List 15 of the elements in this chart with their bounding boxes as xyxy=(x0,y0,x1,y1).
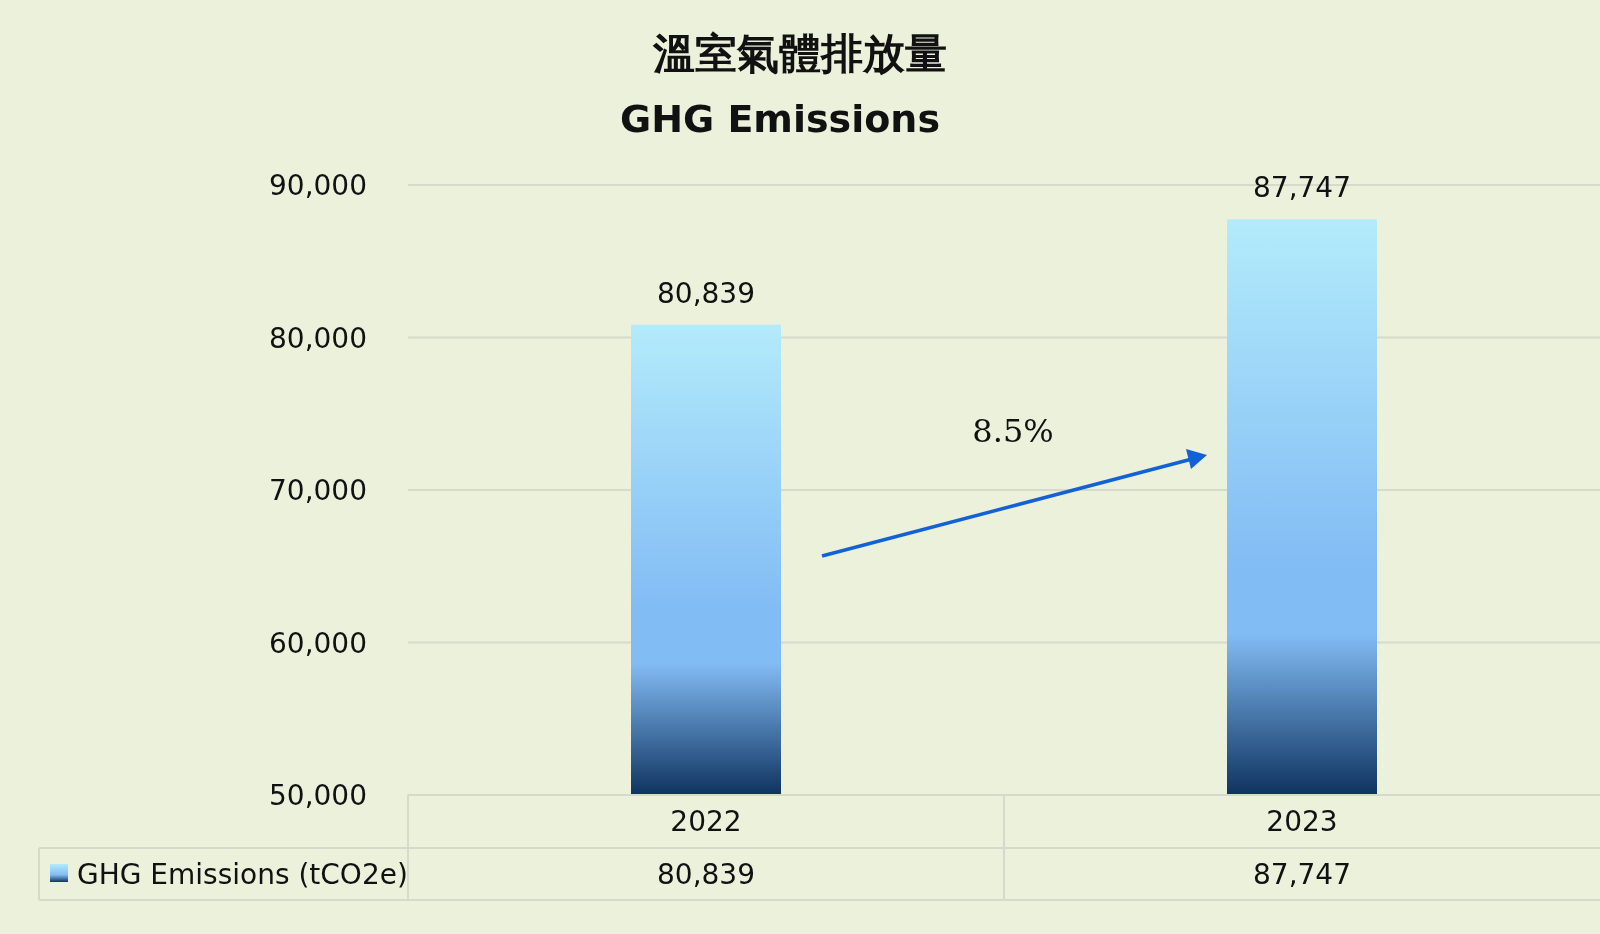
annotation: 8.5% xyxy=(972,412,1054,450)
legend-label: GHG Emissions (tCO2e) xyxy=(77,858,408,891)
y-tick-label: 50,000 xyxy=(269,779,367,812)
y-tick-label: 70,000 xyxy=(269,474,367,507)
text: 80,839 xyxy=(657,276,755,310)
data-label: 87,747 xyxy=(1253,858,1351,891)
y-tick-label: 80,000 xyxy=(269,321,367,355)
y-tick-label: 90,000 xyxy=(269,169,367,202)
x-tick-label: 2022 xyxy=(670,805,742,838)
x-tick-label: 2023 xyxy=(1266,805,1338,838)
chart-subtitle: GHG Emissions xyxy=(619,97,941,141)
y-tick-label: 60,000 xyxy=(269,626,367,660)
text: 87,747 xyxy=(1253,171,1351,205)
chart-title: 溫室氣體排放量 xyxy=(652,29,947,78)
data-label: 80,839 xyxy=(657,858,755,891)
